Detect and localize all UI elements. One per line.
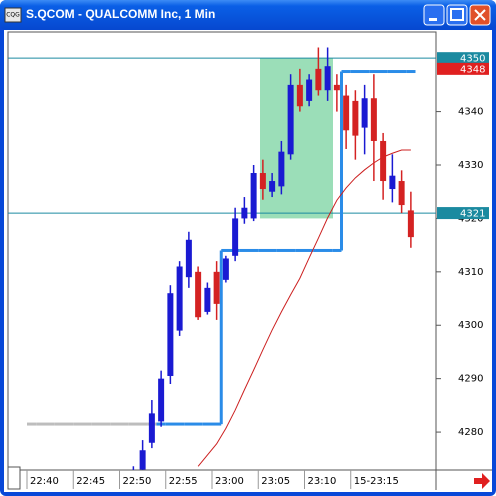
candle-body bbox=[213, 271, 220, 304]
maximize-button[interactable] bbox=[446, 4, 468, 26]
axis-layer: 428042904300431043204330434022:4022:4522… bbox=[26, 52, 489, 489]
candle-body bbox=[269, 181, 276, 192]
plot-layer bbox=[8, 47, 436, 470]
price-badge bbox=[437, 62, 489, 75]
title-bar bbox=[0, 0, 496, 30]
candle-body bbox=[287, 84, 294, 155]
y-tick-label: 4290 bbox=[458, 374, 483, 385]
candle-body bbox=[167, 293, 174, 376]
close-button[interactable] bbox=[469, 4, 491, 26]
price-badge bbox=[437, 207, 489, 220]
candle-body bbox=[333, 84, 340, 91]
candle-body bbox=[306, 79, 313, 101]
candle-body bbox=[148, 413, 155, 443]
candle-body bbox=[343, 95, 350, 131]
x-tick-label: 22:40 bbox=[30, 476, 59, 487]
x-tick-label: 22:45 bbox=[76, 476, 105, 487]
candle-body bbox=[278, 151, 285, 187]
candle-body bbox=[259, 173, 266, 190]
price-badge-label: 4348 bbox=[460, 64, 485, 75]
x-tick-label: 22:50 bbox=[123, 476, 152, 487]
candle-body bbox=[398, 181, 405, 206]
candle-body bbox=[296, 84, 303, 107]
candle-body bbox=[222, 258, 229, 280]
candle-body bbox=[139, 450, 146, 470]
price-badge-label: 4350 bbox=[460, 54, 485, 65]
x-tick-label: 23:05 bbox=[261, 476, 290, 487]
candle-body bbox=[250, 173, 257, 219]
candle-body bbox=[158, 378, 165, 422]
candle-body bbox=[195, 271, 202, 318]
candle-body bbox=[352, 100, 359, 136]
moving-average-line bbox=[197, 149, 411, 467]
window-title: S.QCOM - QUALCOMM Inc, 1 Min bbox=[26, 7, 215, 21]
candle-body bbox=[232, 218, 239, 256]
y-tick-label: 4340 bbox=[458, 107, 483, 118]
candle-body bbox=[176, 266, 183, 331]
scroll-box[interactable] bbox=[7, 466, 21, 490]
candle-body bbox=[324, 66, 331, 91]
candle-body bbox=[315, 68, 322, 91]
highlight-zone bbox=[260, 58, 333, 219]
y-tick-label: 4300 bbox=[458, 320, 483, 331]
candle-body bbox=[370, 98, 377, 141]
candle-body bbox=[361, 98, 368, 128]
x-tick-label: 23:00 bbox=[215, 476, 244, 487]
price-badge bbox=[437, 52, 489, 65]
scroll-right-arrow[interactable] bbox=[474, 473, 490, 489]
icon-glyph: CQG bbox=[6, 12, 20, 19]
minimize-button[interactable] bbox=[423, 4, 445, 26]
y-tick-label: 4330 bbox=[458, 160, 483, 171]
y-tick-label: 4280 bbox=[458, 427, 483, 438]
candle-body bbox=[389, 175, 396, 190]
price-badge-label: 4321 bbox=[460, 209, 485, 220]
x-tick-label: 23:10 bbox=[308, 476, 337, 487]
candle-body bbox=[241, 207, 248, 219]
candle-body bbox=[380, 140, 387, 182]
candle-body bbox=[185, 239, 192, 278]
candle-body bbox=[407, 210, 414, 238]
x-tick-label: 22:55 bbox=[169, 476, 198, 487]
x-tick-label: 15-23:15 bbox=[354, 476, 399, 487]
candle-body bbox=[204, 287, 211, 312]
app-icon bbox=[4, 7, 22, 23]
y-tick-label: 4310 bbox=[458, 267, 483, 278]
